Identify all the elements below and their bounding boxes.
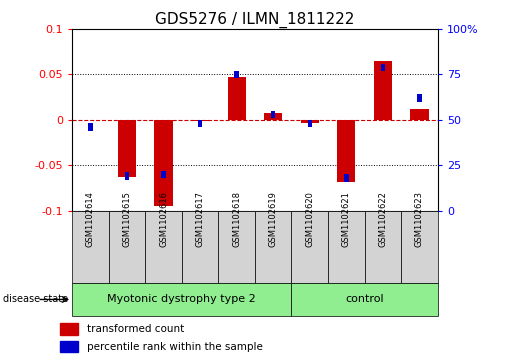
Bar: [145, 211, 182, 283]
Bar: [255, 211, 291, 283]
Bar: [328, 211, 365, 283]
Bar: [182, 211, 218, 283]
Text: GSM1102621: GSM1102621: [342, 191, 351, 247]
Text: percentile rank within the sample: percentile rank within the sample: [87, 342, 263, 352]
Bar: [307, 120, 312, 127]
Bar: [410, 109, 428, 120]
Bar: [198, 120, 202, 127]
Bar: [109, 211, 145, 283]
Bar: [381, 64, 385, 71]
Bar: [365, 211, 401, 283]
Bar: [88, 123, 93, 131]
Bar: [337, 120, 355, 182]
Bar: [72, 283, 291, 316]
Bar: [264, 113, 282, 120]
Text: GSM1102619: GSM1102619: [269, 191, 278, 247]
Bar: [191, 120, 209, 121]
Bar: [228, 77, 246, 120]
Bar: [291, 283, 438, 316]
Bar: [401, 211, 438, 283]
Text: GSM1102622: GSM1102622: [379, 191, 387, 247]
Text: GSM1102616: GSM1102616: [159, 191, 168, 247]
Text: GSM1102614: GSM1102614: [86, 191, 95, 247]
Bar: [60, 323, 78, 335]
Text: GSM1102618: GSM1102618: [232, 191, 241, 247]
Bar: [417, 94, 422, 102]
Text: Myotonic dystrophy type 2: Myotonic dystrophy type 2: [108, 294, 256, 305]
Bar: [271, 111, 276, 118]
Bar: [218, 211, 255, 283]
Text: control: control: [345, 294, 384, 305]
Text: GSM1102617: GSM1102617: [196, 191, 204, 247]
Bar: [301, 120, 319, 123]
Bar: [125, 172, 129, 180]
Text: GSM1102620: GSM1102620: [305, 191, 314, 247]
Bar: [344, 174, 349, 182]
Text: GSM1102623: GSM1102623: [415, 191, 424, 247]
Bar: [374, 61, 392, 120]
Text: transformed count: transformed count: [87, 324, 184, 334]
Text: GSM1102615: GSM1102615: [123, 191, 131, 247]
Bar: [60, 341, 78, 352]
Bar: [234, 71, 239, 78]
Bar: [154, 120, 173, 206]
Title: GDS5276 / ILMN_1811222: GDS5276 / ILMN_1811222: [155, 12, 355, 28]
Bar: [291, 211, 328, 283]
Text: disease state: disease state: [3, 294, 67, 305]
Bar: [72, 211, 109, 283]
Bar: [118, 120, 136, 177]
Bar: [161, 171, 166, 178]
